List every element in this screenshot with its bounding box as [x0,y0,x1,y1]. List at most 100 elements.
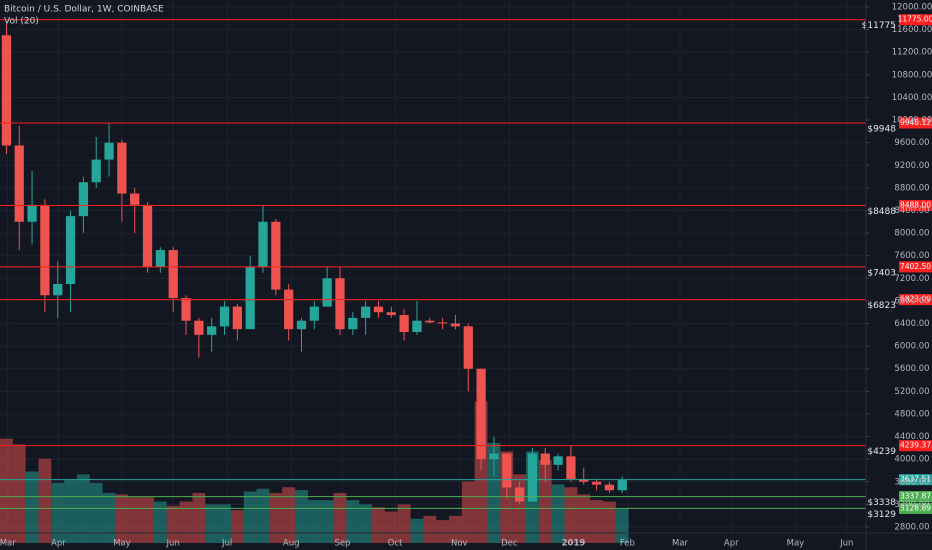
x-tick-label: Sep [335,539,351,549]
volume-bar [243,491,257,543]
volume-bar [538,460,552,543]
candle-body [438,322,448,324]
volume-bar [410,518,424,543]
candle-body [604,484,615,491]
volume-bar [333,492,347,543]
y-tick-label: 10400.00 [892,93,932,103]
level-label: $3338 [867,498,896,508]
volume-bar [346,500,360,543]
volume-bar [256,488,270,543]
volume-bar [141,497,154,543]
candle-body [91,159,101,183]
candle-body [27,204,37,222]
candle-body [219,306,230,327]
volume-bar [205,504,219,543]
candle-body [502,453,512,488]
level-label: $11775 [862,21,896,31]
candle-body [514,487,525,502]
x-tick-label: 2019 [562,539,586,549]
candle-body [373,306,384,313]
level-label: $8488 [867,207,896,217]
volume-bar [153,501,167,543]
candle-body [527,453,538,502]
level-tag [899,117,932,129]
y-tick-label: 8400.00 [894,206,929,216]
level-tag-label: 3337.87 [900,492,931,501]
x-tick-label: Mar [672,539,689,549]
volume-bar [551,484,565,543]
candle-body [40,204,50,296]
candle-body [553,456,563,465]
candle-body [335,278,345,330]
x-tick-label: Feb [620,539,635,549]
level-tag [899,294,932,306]
candle-body [168,250,178,299]
volume-bar [102,492,116,543]
candle-body [463,326,473,369]
candle-body [207,326,217,335]
volume-bar [166,505,180,543]
y-tick-label: 3200.00 [894,500,929,510]
y-tick-label: 9200.00 [894,161,929,171]
volume-bar [436,520,450,543]
volume-bar [372,507,385,543]
candle-body [450,323,461,327]
volume-bar [577,494,591,543]
y-tick-label: 11200.00 [892,48,932,58]
y-tick-label: 4800.00 [894,409,929,419]
x-tick-label: Jun [166,539,180,549]
level-tag [899,14,932,26]
y-tick-label: 10800.00 [892,70,932,80]
y-tick-label: 6800.00 [894,296,929,306]
x-tick-label: May [787,539,805,549]
candle-body [566,456,576,479]
volume-bar [0,438,13,543]
volume-bar [192,492,206,543]
volume-bar [449,515,462,543]
level-tag-label: 3637.51 [900,475,931,484]
candle-body [322,278,332,307]
y-tick-label: 7600.00 [894,251,929,261]
y-tick-label: 11600.00 [892,25,932,35]
y-tick-label: 4000.00 [894,455,929,465]
candle-body [540,453,550,465]
x-tick-label: Nov [451,539,468,549]
level-label: $7403 [867,268,896,278]
level-tag-label: 11775.00 [898,15,932,24]
volume-bar [590,500,603,543]
candle-body [1,35,12,146]
candle-body [412,320,422,333]
candle-body [361,306,371,318]
candle-body [117,142,127,194]
level-tag-label: 3128.89 [900,503,931,512]
candle-body [14,145,24,222]
level-tag [899,474,932,486]
candle-body [155,250,165,268]
volume-bar [269,492,283,543]
volume-bar [51,482,65,543]
candle-body [258,221,268,268]
volume-bar [128,497,142,543]
level-tag [899,491,932,503]
y-tick-label: 4400.00 [894,432,929,442]
x-tick-label: Mar [0,539,16,549]
level-label: $4239 [867,447,896,457]
candle-body [245,267,255,330]
candle-body [296,320,307,330]
x-tick-label: Dec [501,539,518,549]
x-tick-label: Apr [51,539,66,549]
candle-body [284,289,294,330]
volume-bar [359,504,373,543]
candle-body [271,221,281,290]
candle-body [104,142,114,160]
candle-body [386,312,396,316]
level-tag [899,440,932,452]
y-tick-label: 2800.00 [894,523,929,533]
candle-body [142,204,153,268]
x-tick-label: Oct [388,539,403,549]
level-label: $3129 [867,510,896,520]
x-tick-label: Jul [221,539,232,549]
